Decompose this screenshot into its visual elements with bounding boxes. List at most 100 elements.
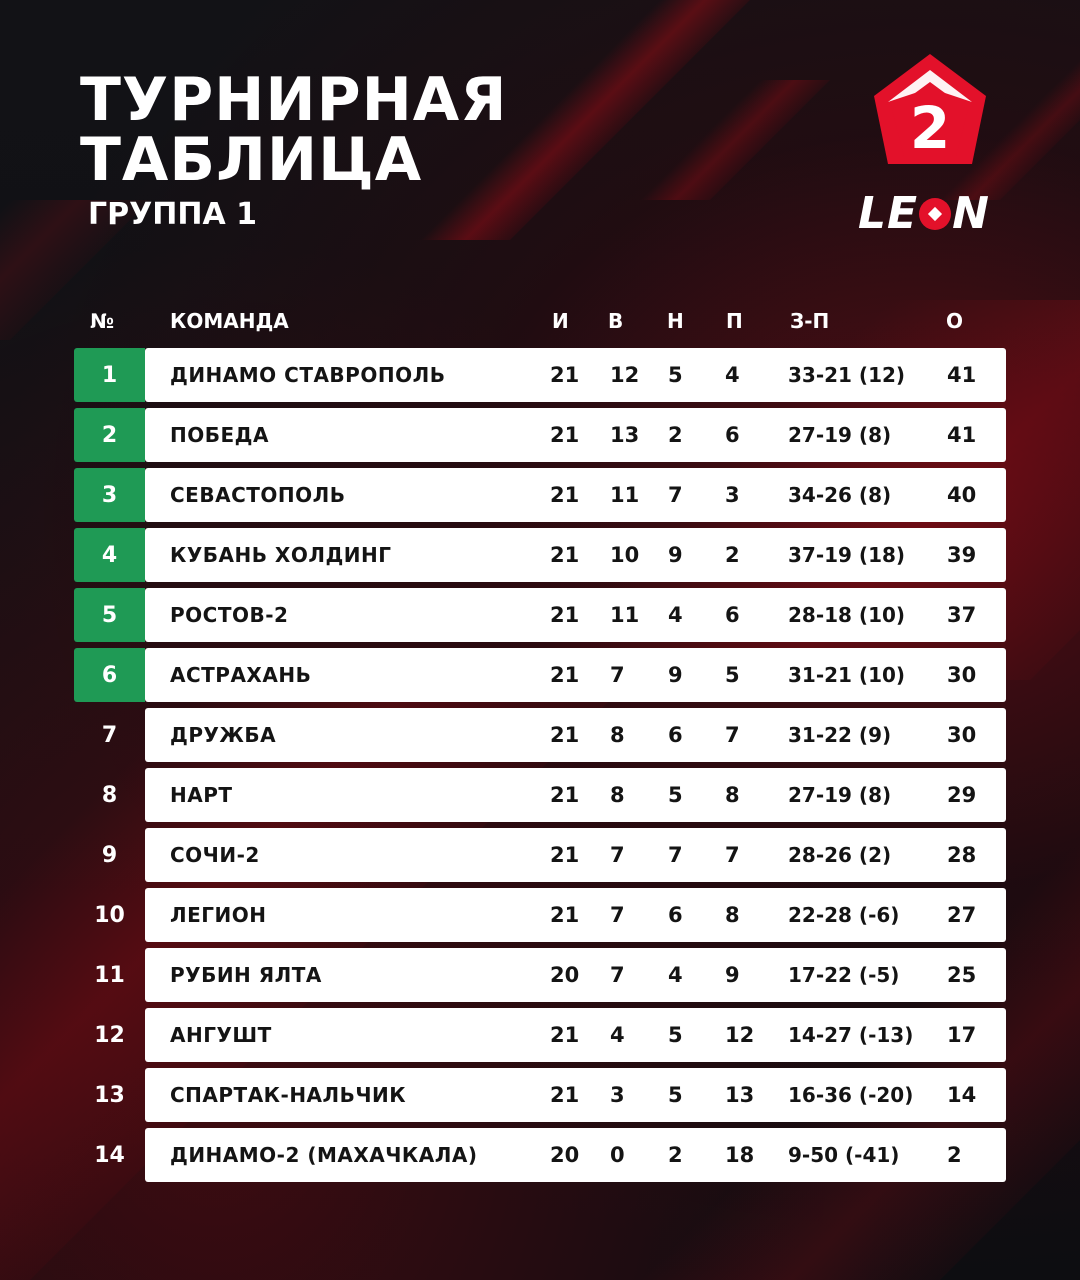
games-played: 21	[550, 543, 580, 567]
league-logo: 2 LE N	[852, 52, 1008, 238]
position-number: 11	[94, 962, 125, 988]
games-played: 21	[550, 663, 580, 687]
games-played: 21	[550, 843, 580, 867]
team-name: СОЧИ-2	[170, 843, 260, 867]
wins: 7	[610, 663, 625, 687]
points: 2	[947, 1143, 962, 1167]
row-card: СОЧИ-2 21 7 7 7 28-26 (2) 28	[145, 828, 1006, 882]
position-number: 9	[101, 842, 118, 868]
points: 40	[947, 483, 977, 507]
team-name: ЛЕГИОН	[170, 903, 267, 927]
table-row: 8 НАРТ 21 8 5 8 27-19 (8) 29	[0, 768, 1080, 822]
position-number: 10	[94, 902, 125, 928]
wins: 12	[610, 363, 640, 387]
team-name: ПОБЕДА	[170, 423, 269, 447]
points: 28	[947, 843, 977, 867]
losses: 7	[725, 723, 740, 747]
draws: 5	[668, 1083, 683, 1107]
row-card: АНГУШТ 21 4 5 12 14-27 (-13) 17	[145, 1008, 1006, 1062]
team-name: КУБАНЬ ХОЛДИНГ	[170, 543, 392, 567]
draws: 7	[668, 843, 683, 867]
position-number: 1	[74, 348, 145, 402]
losses: 7	[725, 843, 740, 867]
position-number: 8	[101, 782, 118, 808]
column-header-points: О	[946, 309, 964, 333]
page-title-line-1: ТУРНИРНАЯ	[80, 65, 508, 135]
games-played: 21	[550, 363, 580, 387]
losses: 2	[725, 543, 740, 567]
goals-for-against: 16-36 (-20)	[788, 1083, 914, 1107]
row-card: РОСТОВ-2 21 11 4 6 28-18 (10) 37	[145, 588, 1006, 642]
row-card: КУБАНЬ ХОЛДИНГ 21 10 9 2 37-19 (18) 39	[145, 528, 1006, 582]
table-row: 3 СЕВАСТОПОЛЬ 21 11 7 3 34-26 (8) 40	[0, 468, 1080, 522]
games-played: 21	[550, 603, 580, 627]
column-header-losses: П	[726, 309, 743, 333]
team-name: СЕВАСТОПОЛЬ	[170, 483, 346, 507]
losses: 4	[725, 363, 740, 387]
table-row: 6 АСТРАХАНЬ 21 7 9 5 31-21 (10) 30	[0, 648, 1080, 702]
team-name: НАРТ	[170, 783, 233, 807]
position-number: 12	[94, 1022, 125, 1048]
games-played: 21	[550, 903, 580, 927]
losses: 6	[725, 603, 740, 627]
points: 30	[947, 723, 977, 747]
games-played: 21	[550, 483, 580, 507]
wins: 11	[610, 483, 640, 507]
wins: 13	[610, 423, 640, 447]
draws: 6	[668, 903, 683, 927]
ball-icon	[919, 198, 952, 230]
points: 30	[947, 663, 977, 687]
logo-wordmark-left: LE	[858, 188, 919, 239]
position-number: 5	[74, 588, 145, 642]
table-row: 12 АНГУШТ 21 4 5 12 14-27 (-13) 17	[0, 1008, 1080, 1062]
draws: 9	[668, 543, 683, 567]
wins: 7	[610, 843, 625, 867]
draws: 6	[668, 723, 683, 747]
draws: 5	[668, 363, 683, 387]
goals-for-against: 37-19 (18)	[788, 543, 906, 567]
games-played: 21	[550, 1023, 580, 1047]
games-played: 21	[550, 723, 580, 747]
points: 27	[947, 903, 977, 927]
position-number: 2	[74, 408, 145, 462]
table-row: 11 РУБИН ЯЛТА 20 7 4 9 17-22 (-5) 25	[0, 948, 1080, 1002]
table-row: 13 СПАРТАК-НАЛЬЧИК 21 3 5 13 16-36 (-20) 14	[0, 1068, 1080, 1122]
losses: 3	[725, 483, 740, 507]
games-played: 21	[550, 783, 580, 807]
row-card: ДИНАМО-2 (МАХАЧКАЛА) 20 0 2 18 9-50 (-41) 2	[145, 1128, 1006, 1182]
goals-for-against: 27-19 (8)	[788, 423, 892, 447]
games-played: 21	[550, 1083, 580, 1107]
draws: 2	[668, 1143, 683, 1167]
games-played: 20	[550, 963, 580, 987]
draws: 4	[668, 603, 683, 627]
losses: 8	[725, 783, 740, 807]
goals-for-against: 28-26 (2)	[788, 843, 892, 867]
row-card: АСТРАХАНЬ 21 7 9 5 31-21 (10) 30	[145, 648, 1006, 702]
row-card: РУБИН ЯЛТА 20 7 4 9 17-22 (-5) 25	[145, 948, 1006, 1002]
table-row: 1 ДИНАМО СТАВРОПОЛЬ 21 12 5 4 33-21 (12) 41	[0, 348, 1080, 402]
league-pentagon-logo-icon: 2	[874, 54, 986, 164]
goals-for-against: 34-26 (8)	[788, 483, 892, 507]
draws: 2	[668, 423, 683, 447]
points: 14	[947, 1083, 977, 1107]
header: ТУРНИРНАЯ ТАБЛИЦА ГРУППА 1	[80, 70, 507, 232]
team-name: АНГУШТ	[170, 1023, 272, 1047]
wins: 8	[610, 783, 625, 807]
points: 41	[947, 423, 977, 447]
team-name: РОСТОВ-2	[170, 603, 289, 627]
table-row: 7 ДРУЖБА 21 8 6 7 31-22 (9) 30	[0, 708, 1080, 762]
wins: 0	[610, 1143, 625, 1167]
logo-wordmark: LE N	[858, 190, 990, 238]
position-number: 3	[74, 468, 145, 522]
page-title-line-2: ТАБЛИЦА	[80, 125, 423, 195]
table-row: 9 СОЧИ-2 21 7 7 7 28-26 (2) 28	[0, 828, 1080, 882]
wins: 4	[610, 1023, 625, 1047]
team-name: ДИНАМО СТАВРОПОЛЬ	[170, 363, 446, 387]
column-header-goals: З-П	[790, 309, 830, 333]
draws: 5	[668, 1023, 683, 1047]
position-number: 14	[94, 1142, 125, 1168]
team-name: СПАРТАК-НАЛЬЧИК	[170, 1083, 407, 1107]
draws: 9	[668, 663, 683, 687]
goals-for-against: 28-18 (10)	[788, 603, 906, 627]
points: 29	[947, 783, 977, 807]
